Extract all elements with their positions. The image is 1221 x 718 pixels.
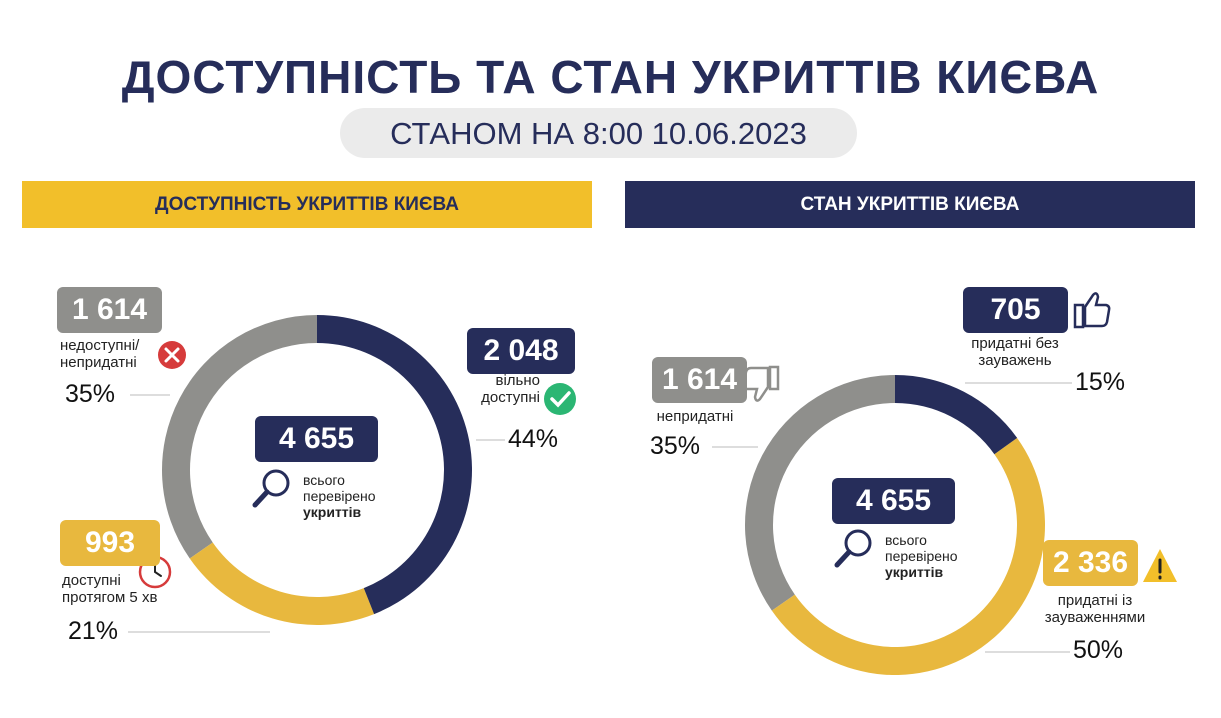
share-label: 21%: [68, 617, 119, 645]
total-caption-bold: укриттів: [885, 564, 944, 580]
donut-segment: [745, 375, 895, 611]
category-label: непридатні: [656, 408, 734, 425]
share-label: 35%: [65, 380, 116, 408]
category-label: доступні протягом 5 хв: [62, 572, 158, 606]
subtitle-pill: [340, 108, 857, 158]
total-caption: всього перевірено укриттів: [885, 532, 958, 580]
icons: [138, 292, 1177, 589]
value-label: 1 614: [652, 357, 747, 403]
total-caption-bold: укриттів: [303, 504, 362, 520]
icon-check-mark: [550, 391, 571, 408]
value-label: 705: [963, 287, 1068, 333]
share-label: 50%: [1073, 636, 1124, 664]
value-label: 2 336: [1043, 540, 1138, 586]
value-label: 1 614: [57, 287, 162, 333]
value-label: 993: [60, 520, 160, 566]
category-label: придатні із зауваженнями: [1044, 592, 1146, 626]
icon-check: [544, 383, 576, 415]
icon-magnifier: [844, 529, 872, 557]
category-label: придатні без зауважень: [971, 335, 1059, 369]
icon-clock-hands: [154, 562, 162, 577]
value-label: 2 048: [467, 328, 575, 374]
section-header: ДОСТУПНІСТЬ УКРИТТІВ КИЄВА: [22, 181, 592, 228]
share-label: 35%: [650, 432, 701, 460]
icon-thumbs-down: [742, 365, 780, 402]
total-label: 4 655: [832, 478, 955, 524]
subtitle: СТАНОМ НА 8:00 10.06.2023: [390, 116, 807, 151]
donut-segment: [189, 542, 375, 625]
donut-segment: [317, 315, 473, 615]
section-header: СТАН УКРИТТІВ КИЄВА: [625, 181, 1195, 228]
donut-segment: [162, 315, 317, 559]
total-caption: всього перевірено укриттів: [303, 472, 376, 520]
share-label: 44%: [508, 425, 559, 453]
category-label: вільно доступні: [481, 372, 540, 406]
total-label: 4 655: [255, 416, 378, 462]
icon-cross-mark: [164, 347, 180, 363]
title: ДОСТУПНІСТЬ ТА СТАН УКРИТТІВ КИЄВА: [121, 51, 1100, 103]
icon-magnifier: [262, 469, 290, 497]
donut-segment: [771, 437, 1046, 676]
share-label: 15%: [1075, 368, 1126, 396]
icon-thumbs-up: [1073, 292, 1111, 329]
icon-magnifier-handle: [834, 549, 852, 568]
category-label: недоступні/ непридатні: [60, 337, 140, 371]
donut-segment: [895, 375, 1018, 455]
icon-magnifier-handle: [252, 489, 270, 508]
